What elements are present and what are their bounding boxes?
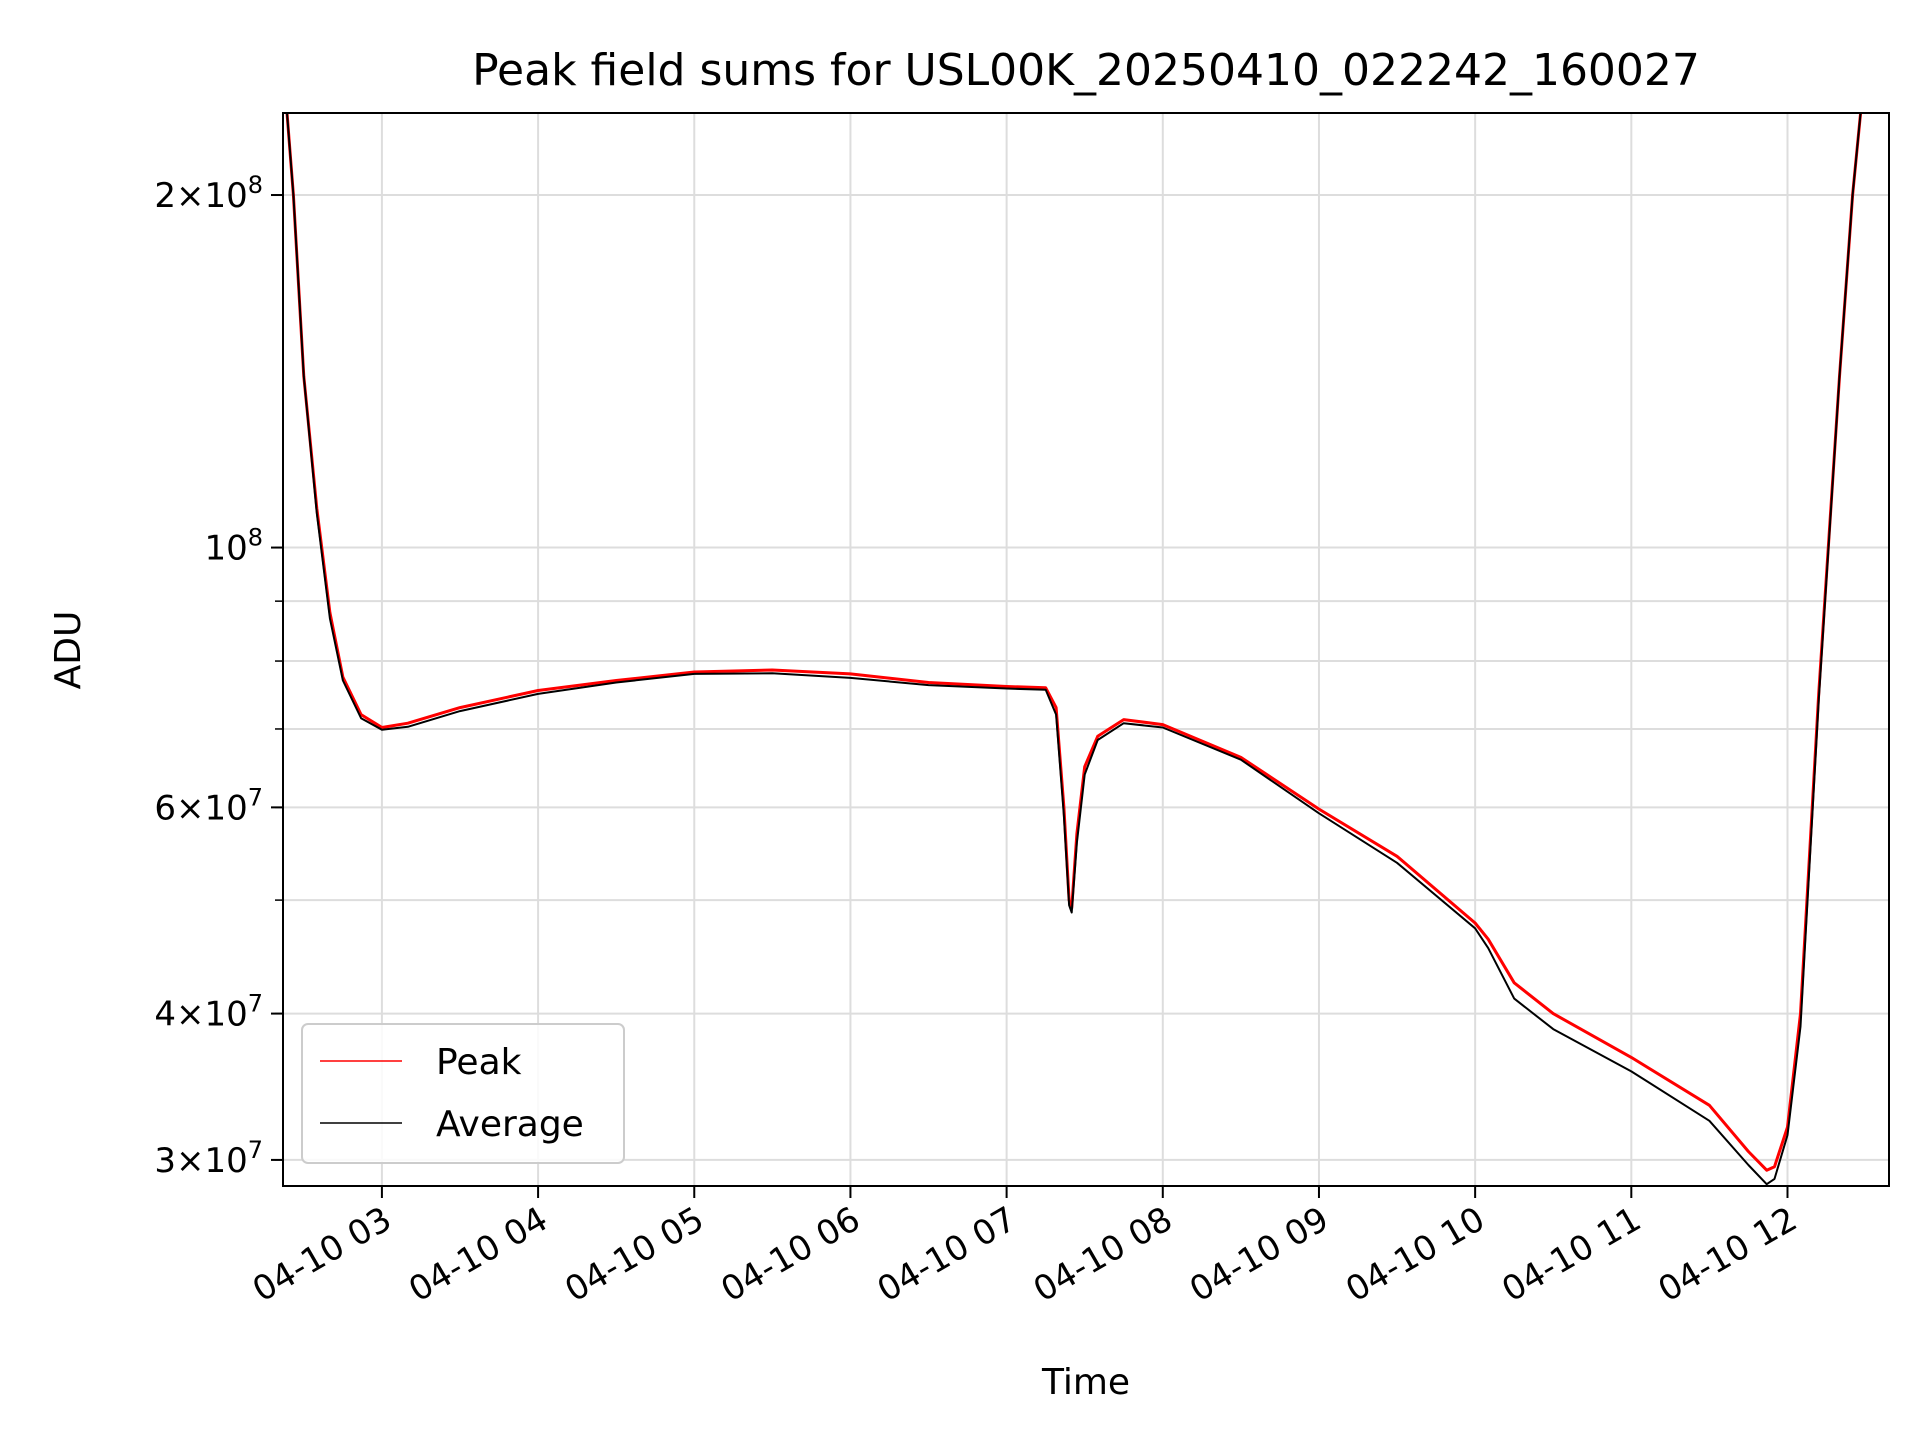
chart-title: Peak field sums for USL00K_20250410_0222… — [472, 45, 1700, 96]
y-tick-label: 6×107 — [154, 783, 263, 828]
y-tick-label: 4×107 — [154, 990, 263, 1035]
y-tick-label: 108 — [204, 524, 263, 569]
series-line-average — [286, 113, 1862, 1186]
y-tick-label: 3×107 — [154, 1136, 263, 1181]
series-layer — [285, 113, 1863, 1186]
y-tick-label: 2×108 — [154, 171, 263, 216]
legend-peak-label: Peak — [436, 1042, 522, 1083]
plot-frame — [282, 112, 1890, 1187]
series-line-peak — [285, 113, 1863, 1172]
legend-box — [301, 1023, 625, 1164]
legend: Peak Average — [301, 1023, 625, 1164]
legend-average-label: Average — [436, 1104, 584, 1145]
x-axis-label: Time — [1041, 1362, 1130, 1403]
grid — [283, 113, 1889, 1186]
y-axis-label: ADU — [48, 611, 89, 690]
